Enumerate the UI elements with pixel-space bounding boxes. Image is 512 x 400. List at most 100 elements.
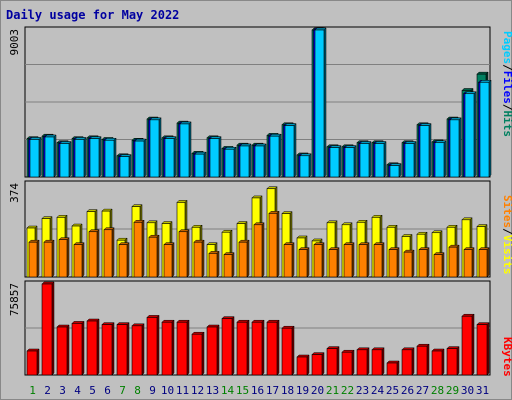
bar-sites	[163, 242, 175, 278]
x-tick-label: 8	[134, 384, 141, 397]
bar-pages	[419, 122, 432, 178]
bar-pages	[209, 136, 222, 178]
bar-pages	[404, 140, 417, 178]
x-tick-label: 31	[476, 384, 489, 397]
bar-kbytes	[341, 349, 355, 376]
bar-sites	[103, 227, 115, 278]
x-tick-label: 3	[59, 384, 66, 397]
bar-pages	[164, 136, 177, 178]
bar-kbytes	[296, 354, 310, 376]
bar-pages	[104, 137, 117, 178]
bar-kbytes	[161, 319, 175, 376]
series-side-label: KBytes	[501, 337, 512, 377]
x-tick-label: 29	[446, 384, 459, 397]
x-tick-label: 7	[119, 384, 126, 397]
series-side-label: Pages/Files/Hits	[501, 31, 512, 137]
x-tick-label: 30	[461, 384, 474, 397]
bar-kbytes	[356, 347, 370, 376]
bar-pages	[74, 136, 87, 178]
bar-sites	[388, 247, 400, 278]
x-tick-label: 28	[431, 384, 444, 397]
x-tick-label: 19	[296, 384, 309, 397]
bar-kbytes	[281, 325, 295, 376]
series-side-label: Sites/Visits	[501, 195, 512, 275]
side-labels: Pages/Files/Hits Sites/Visits KBytes	[501, 31, 512, 377]
x-tick-label: 9	[149, 384, 156, 397]
bar-sites	[448, 244, 460, 278]
bar-sites	[433, 252, 445, 278]
bar-pages	[149, 117, 162, 178]
bar-kbytes	[56, 324, 70, 376]
bar-pages	[314, 27, 327, 178]
x-tick-label: 2	[44, 384, 51, 397]
bar-pages	[344, 145, 357, 178]
bar-sites	[343, 242, 355, 278]
bar-sites	[358, 242, 370, 278]
x-tick-label: 4	[74, 384, 81, 397]
bar-sites	[328, 247, 340, 278]
bar-sites	[208, 250, 220, 278]
bar-sites	[403, 249, 415, 278]
panel-3: 75857	[8, 280, 491, 376]
panel-1: 9003	[8, 26, 492, 178]
bar-kbytes	[266, 319, 280, 376]
bar-kbytes	[386, 360, 400, 376]
bar-pages	[389, 162, 402, 178]
x-tick-label: 14	[221, 384, 235, 397]
bar-kbytes	[371, 347, 385, 376]
bar-pages	[464, 91, 477, 178]
bar-kbytes	[221, 316, 235, 376]
bar-pages	[254, 143, 267, 178]
bar-pages	[179, 121, 192, 178]
bar-sites	[73, 242, 85, 278]
x-tick-label: 10	[161, 384, 174, 397]
x-tick-label: 23	[356, 384, 369, 397]
x-tick-label: 17	[266, 384, 279, 397]
bar-kbytes	[116, 322, 130, 376]
bar-pages	[44, 134, 57, 178]
bar-kbytes	[86, 318, 100, 376]
x-tick-label: 15	[236, 384, 249, 397]
bar-kbytes	[101, 322, 115, 376]
bar-pages	[284, 122, 297, 178]
x-tick-label: 26	[401, 384, 414, 397]
x-tick-label: 24	[371, 384, 385, 397]
panel-2: 374	[8, 180, 491, 278]
bar-kbytes	[131, 323, 145, 376]
bar-pages	[299, 153, 312, 178]
bar-sites	[58, 237, 70, 278]
bar-sites	[313, 242, 325, 278]
bar-kbytes	[311, 352, 325, 376]
bar-sites	[283, 242, 295, 278]
bar-kbytes	[191, 331, 205, 376]
bar-sites	[253, 222, 265, 278]
x-tick-label: 12	[191, 384, 204, 397]
bar-pages	[329, 145, 342, 178]
x-tick-label: 27	[416, 384, 429, 397]
bar-sites	[28, 239, 40, 278]
bar-sites	[238, 239, 250, 278]
x-tick-label: 16	[251, 384, 264, 397]
bar-sites	[43, 239, 55, 278]
bar-sites	[463, 247, 475, 278]
x-tick-label: 11	[176, 384, 189, 397]
bar-kbytes	[146, 314, 160, 376]
x-tick-label: 1	[29, 384, 36, 397]
bar-sites	[148, 234, 160, 278]
bar-pages	[374, 140, 387, 178]
bar-sites	[178, 229, 190, 278]
bar-sites	[133, 219, 145, 278]
bar-pages	[194, 151, 207, 178]
bar-pages	[29, 136, 42, 178]
x-tick-label: 21	[326, 384, 339, 397]
bar-kbytes	[176, 319, 190, 376]
bar-sites	[418, 247, 430, 278]
x-tick-label: 5	[89, 384, 96, 397]
y-max-label: 75857	[8, 283, 21, 316]
bar-pages	[269, 133, 282, 178]
bar-kbytes	[401, 347, 415, 376]
bar-kbytes	[206, 324, 220, 376]
bar-kbytes	[26, 348, 40, 376]
bar-kbytes	[416, 343, 430, 376]
